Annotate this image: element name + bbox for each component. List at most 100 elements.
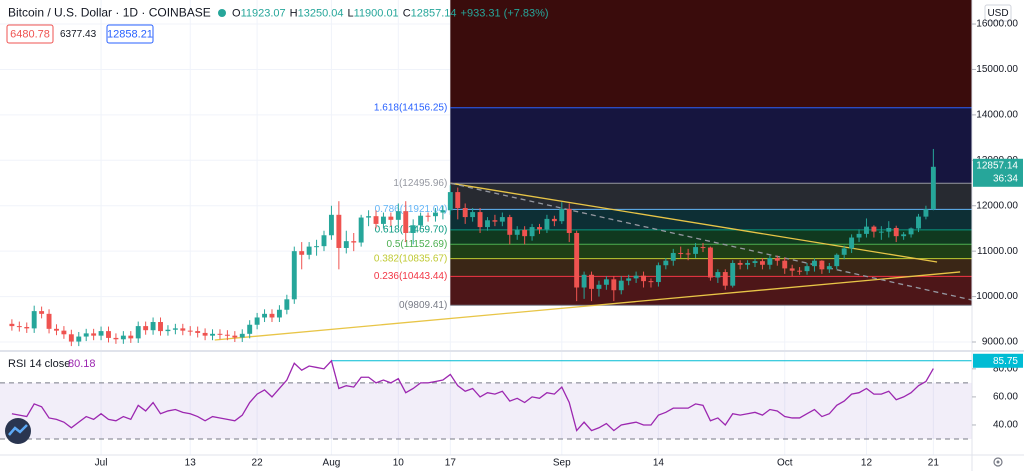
- candle-body: [202, 332, 208, 336]
- candle-body: [611, 279, 617, 291]
- buy-price[interactable]: 12858.21: [107, 28, 153, 40]
- candle-body: [544, 218, 550, 230]
- currency-box[interactable]: [984, 4, 1012, 22]
- fib-level-label: 0.236(10443.44): [374, 271, 447, 282]
- x-tick-label: 22: [252, 458, 264, 469]
- candle-body: [730, 262, 736, 286]
- logo[interactable]: [5, 418, 31, 444]
- candle-body: [54, 328, 59, 331]
- candle-body: [670, 252, 676, 261]
- candle-body: [618, 280, 624, 291]
- candle-body: [239, 333, 245, 338]
- candle-body: [745, 262, 751, 265]
- candle-body: [514, 229, 520, 235]
- x-tick-label: 10: [393, 458, 405, 469]
- candle-body: [707, 247, 713, 278]
- rsi-line: [11, 359, 934, 432]
- spread-price: 6377.43: [60, 29, 97, 40]
- candle-body: [878, 231, 884, 233]
- logo-wave[interactable]: [8, 424, 28, 436]
- candle-body: [700, 247, 706, 249]
- candle-body: [403, 211, 409, 233]
- ohlc-value: 12857.14: [411, 7, 457, 19]
- candle-body: [180, 328, 186, 331]
- x-tick-label: 17: [445, 458, 457, 469]
- candle-body: [210, 333, 215, 336]
- x-tick-label: 13: [185, 458, 197, 469]
- candle-body: [343, 241, 349, 248]
- candle-body: [46, 313, 52, 329]
- fib-band: [450, 0, 972, 108]
- candle-body: [856, 233, 862, 238]
- sell-price[interactable]: 6480.78: [10, 28, 50, 40]
- currency-label[interactable]: USD: [987, 8, 1008, 19]
- candle-body: [321, 235, 327, 247]
- candle-body: [83, 333, 89, 337]
- rsi-current-value: 80.18: [68, 358, 96, 370]
- ohlc-value: 11923.07: [241, 7, 286, 19]
- candle-body: [492, 220, 498, 222]
- sell-box[interactable]: [6, 24, 54, 44]
- candle-body: [269, 313, 275, 318]
- candle-body: [328, 214, 334, 236]
- candle-body: [358, 217, 364, 243]
- x-tick-label: 12: [861, 458, 873, 469]
- candle-body: [804, 266, 810, 272]
- x-tick-label: Sep: [553, 458, 571, 469]
- candle-body: [849, 237, 855, 249]
- candle-body: [247, 324, 253, 334]
- candle-body: [551, 218, 557, 222]
- candle-body: [819, 260, 825, 270]
- candle-body: [864, 226, 869, 234]
- candle-body: [284, 299, 290, 310]
- status-dot: [218, 9, 226, 17]
- candle-body: [433, 212, 438, 217]
- gear-hub[interactable]: [996, 460, 1000, 464]
- candle-body: [351, 241, 357, 243]
- candle-body: [626, 278, 632, 281]
- candle-body: [737, 262, 743, 265]
- candle-body: [31, 311, 37, 329]
- candle-body: [217, 333, 223, 335]
- candle-body: [128, 335, 134, 339]
- rsi-tick-label: 40.00: [993, 420, 1018, 431]
- candle-body: [135, 326, 141, 339]
- y-tick-label: 9000.00: [982, 337, 1019, 348]
- rsi-band: [0, 382, 972, 440]
- ohlc-key: H: [290, 7, 298, 19]
- candle-body: [916, 216, 921, 229]
- fib-level-label: 1.618(14156.25): [374, 102, 447, 113]
- settings-icon[interactable]: [993, 457, 1003, 467]
- candle-body: [715, 272, 721, 278]
- candle-body: [826, 266, 832, 270]
- candle-body: [648, 281, 654, 283]
- candle-body: [39, 311, 45, 314]
- candle-body: [447, 192, 453, 211]
- candle-body: [767, 257, 773, 265]
- fib-band: [450, 276, 972, 306]
- candle-body: [195, 331, 201, 333]
- candle-body: [440, 210, 446, 213]
- last-price-label: 12857.14: [976, 160, 1018, 171]
- candle-body: [574, 232, 580, 288]
- candle-body: [633, 275, 639, 279]
- gear[interactable]: [993, 457, 1003, 467]
- ohlc-value: 13250.04: [298, 7, 344, 19]
- candle-body: [893, 227, 899, 237]
- countdown-label: 36:34: [993, 173, 1018, 184]
- fib-level-label: 1(12495.96): [393, 178, 447, 189]
- candle-body: [91, 333, 97, 336]
- buy-box[interactable]: [106, 24, 154, 44]
- candle-body: [380, 216, 386, 224]
- ohlc-key: O: [232, 7, 241, 19]
- y-tick-label: 10000.00: [976, 291, 1018, 302]
- ohlc-key: C: [403, 7, 411, 19]
- fib-band: [450, 107, 972, 184]
- candle-body: [98, 331, 104, 336]
- candle-body: [507, 217, 513, 235]
- rsi-tick-label: 60.00: [993, 392, 1018, 403]
- x-tick-label: 21: [928, 458, 940, 469]
- candle-body: [455, 192, 461, 209]
- candle-body: [314, 246, 320, 248]
- trendline: [450, 182, 938, 263]
